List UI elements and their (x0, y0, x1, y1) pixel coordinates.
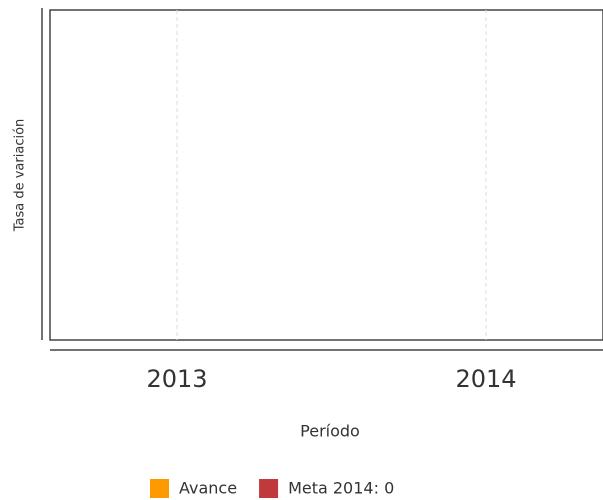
legend-swatch (150, 479, 169, 498)
plot-area (49, 9, 603, 341)
x-tick-label: 2013 (146, 365, 207, 393)
legend-label: Avance (179, 479, 237, 498)
x-axis-label: Período (300, 422, 360, 441)
x-tick-label: 2014 (455, 365, 516, 393)
y-axis-label: Tasa de variación (13, 119, 28, 233)
legend-swatch (259, 479, 279, 498)
legend-label: Meta 2014: 0 (288, 479, 394, 498)
